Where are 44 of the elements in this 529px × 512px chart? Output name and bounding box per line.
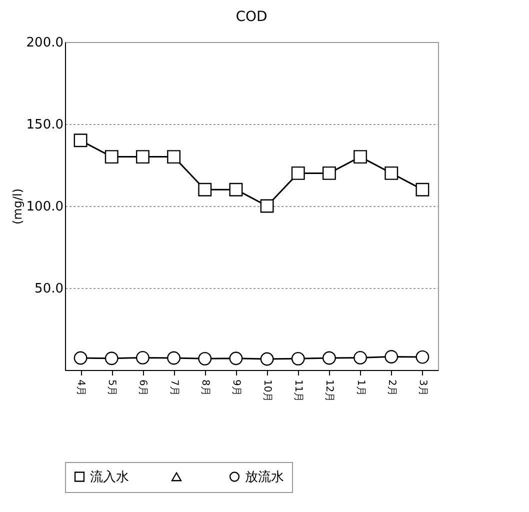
point <box>322 166 336 180</box>
legend-label: 流入水 <box>90 468 129 485</box>
x-tick-label: 5月 <box>106 380 118 396</box>
point <box>384 350 398 364</box>
x-tick-label: 9月 <box>230 380 242 396</box>
point <box>198 352 212 366</box>
point <box>416 350 430 364</box>
point <box>167 351 181 365</box>
y-tick-label: 100.0 <box>26 200 64 214</box>
point <box>229 352 243 366</box>
x-tick-label: 7月 <box>168 380 180 396</box>
point <box>260 352 274 366</box>
x-tick-label: 1月 <box>354 380 366 396</box>
point <box>74 351 88 365</box>
point <box>198 182 212 196</box>
y-axis-title: (mg/l) <box>10 188 24 225</box>
point <box>354 150 368 164</box>
point <box>74 134 88 148</box>
y-tick-label: 200.0 <box>26 36 64 50</box>
y-tick-label: 50.0 <box>34 282 64 296</box>
point <box>229 182 243 196</box>
point <box>104 150 118 164</box>
legend-label: 放流水 <box>245 468 284 485</box>
x-tick-label: 12月 <box>324 380 335 402</box>
x-tick-label: 2月 <box>386 380 397 396</box>
y-tick-label: 150.0 <box>26 118 64 132</box>
x-tick-label: 10月 <box>262 380 273 402</box>
point <box>416 182 430 196</box>
x-tick-label: 4月 <box>75 380 86 396</box>
x-tick-label: 11月 <box>292 380 304 402</box>
point <box>291 166 305 180</box>
point <box>354 350 368 364</box>
point <box>260 199 274 213</box>
point <box>384 166 398 180</box>
point <box>322 351 336 365</box>
point <box>167 150 181 164</box>
chart-title: COD <box>236 9 268 25</box>
point <box>291 352 305 366</box>
x-tick-label: 8月 <box>199 380 210 396</box>
x-tick-label: 6月 <box>137 380 148 396</box>
point <box>136 150 150 164</box>
point <box>104 352 118 366</box>
x-tick-label: 3月 <box>416 380 428 396</box>
point <box>136 350 150 364</box>
